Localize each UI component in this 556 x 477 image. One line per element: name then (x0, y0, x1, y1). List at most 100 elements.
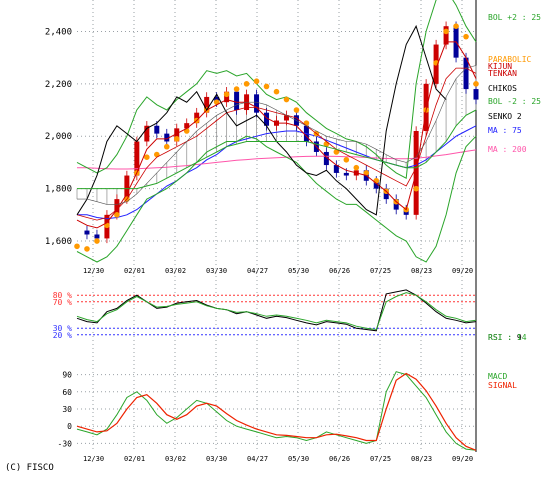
candle-body (204, 96, 210, 113)
parabolic-point (223, 91, 230, 98)
parabolic-point (363, 170, 370, 176)
x-tick-label: 05/30 (288, 455, 309, 463)
legend-label: SENKO 2 (488, 112, 522, 121)
tenkan-line (76, 41, 477, 229)
candle-body (463, 57, 469, 90)
x-tick-label: 02/01 (124, 267, 145, 275)
macd-line (76, 371, 477, 451)
y-tick-label: 90 (62, 371, 72, 380)
candle-body (473, 89, 479, 100)
x-tick-label: 08/23 (411, 455, 432, 463)
candle-body (94, 234, 100, 239)
y-tick-label: 1,800 (45, 185, 72, 195)
parabolic-point (283, 96, 290, 103)
candle-body (84, 230, 90, 235)
x-tick-label: 03/30 (206, 455, 227, 463)
parabolic-point (463, 33, 469, 40)
legend-label: MA : 200 (488, 145, 527, 154)
candle-body (234, 91, 240, 111)
candle-body (254, 94, 260, 113)
candle-body (144, 125, 150, 142)
parabolic-point (273, 88, 280, 95)
y-tick-label: 20 % (53, 331, 72, 340)
y-tick-label: -30 (58, 439, 73, 448)
candle-body (333, 165, 339, 173)
ma200-line (77, 149, 477, 170)
y-tick-label: 2,000 (45, 132, 72, 142)
kijun-line (76, 67, 477, 221)
y-tick-label: 30 % (53, 324, 72, 333)
x-tick-label: 02/01 (124, 455, 145, 463)
chiko-line (76, 24, 447, 216)
y-tick-label: 60 (62, 388, 72, 397)
parabolic-point (443, 28, 449, 35)
parabolic-point (173, 136, 180, 142)
x-tick-label: 12/30 (83, 267, 104, 275)
candle-body (373, 180, 379, 189)
candle-body (343, 172, 349, 176)
parabolic-point (163, 143, 170, 150)
legend-label: KIJUN (488, 62, 512, 71)
x-tick-label: 06/26 (329, 455, 350, 463)
y-tick-label: 0 (67, 422, 72, 431)
candle-body (154, 125, 160, 134)
parabolic-point (353, 164, 360, 171)
parabolic-point (114, 212, 120, 218)
x-tick-label: 09/20 (452, 455, 473, 463)
x-tick-label: 03/02 (165, 267, 186, 275)
parabolic-point (413, 185, 419, 192)
parabolic-point (84, 246, 90, 252)
y-tick-label: 30 (62, 405, 72, 414)
x-tick-label: 04/27 (247, 267, 268, 275)
parabolic-point (243, 81, 250, 87)
candle-body (134, 141, 140, 176)
rsi14-line (76, 292, 477, 331)
legend-label: BOL +2 : 25 (488, 13, 541, 22)
legend-label: MACD (488, 372, 507, 381)
x-tick-label: 05/30 (288, 267, 309, 275)
legend-label: CHIKOS (488, 84, 517, 93)
parabolic-point (154, 151, 160, 158)
parabolic-point (333, 149, 340, 155)
x-tick-label: 08/23 (411, 267, 432, 275)
parabolic-point (293, 107, 300, 113)
parabolic-point (453, 23, 459, 30)
parabolic-point (94, 238, 100, 244)
parabolic-point (473, 81, 479, 87)
candle-body (184, 123, 190, 129)
y-tick-label: 80 % (53, 291, 72, 300)
parabolic-point (233, 86, 240, 92)
legend-label: RSI : 9 (488, 333, 522, 342)
x-tick-label: 03/30 (206, 267, 227, 275)
copyright-text: (C) FISCO (5, 463, 54, 473)
x-tick-label: 07/25 (370, 267, 391, 275)
bol_down-line (76, 135, 477, 263)
senko2-line (77, 109, 477, 190)
candle-body (323, 151, 329, 166)
parabolic-point (144, 154, 150, 160)
x-tick-label: 06/26 (329, 267, 350, 275)
candle-body (164, 133, 170, 142)
y-tick-label: 70 % (53, 298, 72, 307)
parabolic-point (343, 157, 350, 163)
legend-label: PARABOLIC (488, 55, 532, 64)
legend-label: BOL -2 : 25 (488, 97, 541, 106)
parabolic-point (263, 83, 270, 90)
x-tick-label: 03/02 (165, 455, 186, 463)
y-tick-label: 2,200 (45, 80, 72, 90)
candle-body (124, 175, 130, 200)
candle-body (174, 128, 180, 142)
x-tick-label: 09/20 (452, 267, 473, 275)
bol_up-line (76, 0, 477, 179)
y-tick-label: 2,400 (45, 27, 72, 37)
signal-line (76, 372, 477, 451)
legend-label: MA : 75 (488, 126, 522, 135)
parabolic-point (74, 243, 80, 250)
candle-body (264, 112, 270, 126)
x-tick-label: 07/25 (370, 455, 391, 463)
legend-label: RSI : 14 (488, 333, 527, 342)
x-tick-label: 04/27 (247, 455, 268, 463)
candle-body (114, 199, 120, 215)
y-tick-label: 1,600 (45, 237, 72, 247)
